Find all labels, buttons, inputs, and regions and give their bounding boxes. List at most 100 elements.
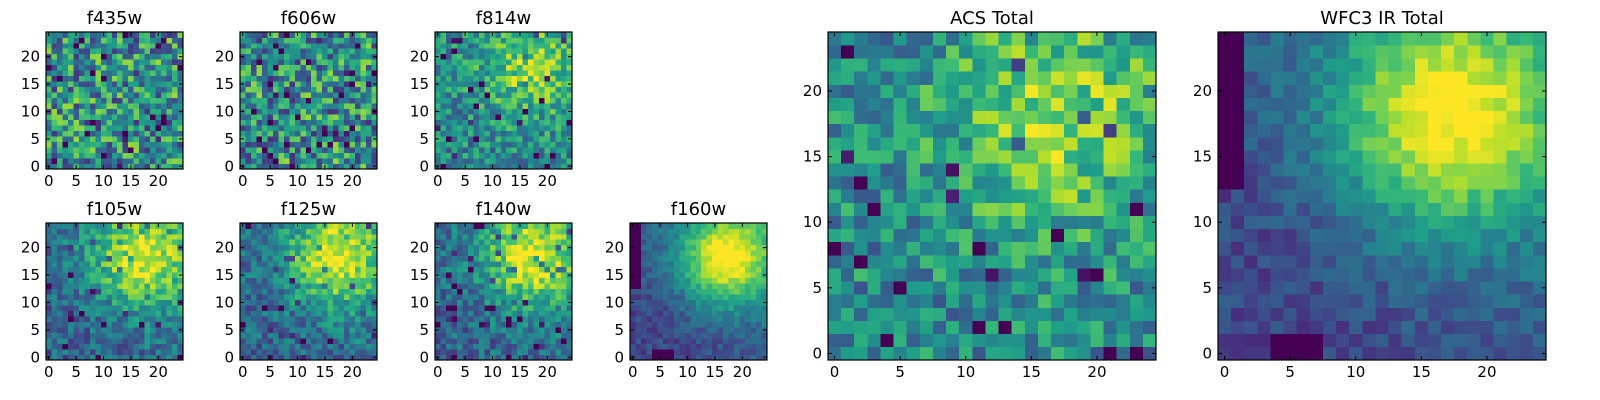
- heatmap-cell: [533, 130, 540, 137]
- heatmap-cell: [440, 59, 447, 66]
- heatmap-cell: [440, 239, 447, 246]
- heatmap-cell: [478, 244, 485, 251]
- heatmap-cell: [728, 261, 735, 268]
- heatmap-cell: [544, 343, 551, 350]
- heatmap-cell: [1116, 294, 1131, 308]
- heatmap-cell: [256, 136, 263, 142]
- heatmap-cell: [84, 266, 91, 273]
- heatmap-cell: [668, 250, 675, 257]
- heatmap-cell: [111, 327, 118, 333]
- heatmap-cell: [78, 64, 85, 71]
- heatmap-cell: [322, 310, 328, 317]
- heatmap-cell: [366, 316, 372, 322]
- heatmap-cell: [139, 294, 145, 301]
- heatmap-cell: [657, 255, 664, 262]
- heatmap-cell: [327, 316, 334, 322]
- heatmap-cell: [256, 141, 263, 148]
- heatmap-cell: [67, 354, 74, 361]
- heatmap-cell: [566, 239, 573, 246]
- heatmap-cell: [366, 272, 372, 279]
- heatmap-cell: [456, 332, 463, 339]
- heatmap-cell: [371, 316, 378, 322]
- heatmap-cell: [728, 255, 735, 262]
- heatmap-cell: [155, 261, 162, 268]
- heatmap-cell: [484, 163, 491, 170]
- heatmap-cell: [100, 283, 107, 290]
- heatmap-cell: [511, 272, 518, 279]
- heatmap-cell: [95, 103, 102, 110]
- heatmap-cell: [462, 250, 469, 257]
- heatmap-cell: [517, 272, 523, 279]
- heatmap-cell: [679, 283, 686, 290]
- heatmap-cell: [1116, 189, 1131, 203]
- heatmap-cell: [272, 53, 279, 60]
- heatmap-cell: [100, 343, 107, 350]
- heatmap-cell: [100, 239, 107, 246]
- heatmap-cell: [506, 310, 513, 317]
- heatmap-cell: [150, 37, 156, 44]
- heatmap-cell: [316, 114, 323, 120]
- heatmap-cell: [522, 158, 529, 164]
- heatmap-cell: [495, 283, 502, 290]
- heatmap-cell: [456, 310, 463, 317]
- heatmap-cell: [451, 272, 458, 279]
- heatmap-cell: [272, 59, 279, 66]
- heatmap-cell: [100, 305, 107, 311]
- heatmap-cell: [528, 125, 534, 131]
- heatmap-cell: [122, 158, 129, 164]
- heatmap-cell: [517, 321, 523, 328]
- heatmap-cell: [1064, 333, 1078, 348]
- heatmap-cell: [111, 354, 118, 361]
- heatmap-cell: [451, 266, 458, 273]
- heatmap-cell: [327, 255, 334, 262]
- heatmap-cell: [294, 114, 301, 120]
- heatmap-cell: [278, 141, 285, 148]
- heatmap-cell: [294, 42, 301, 49]
- x-tick-label: 0: [628, 363, 638, 381]
- heatmap-cell: [854, 307, 868, 321]
- heatmap-cell: [62, 327, 69, 333]
- heatmap-cell: [646, 321, 653, 328]
- heatmap-cell: [51, 32, 58, 38]
- heatmap-cell: [95, 250, 102, 257]
- heatmap-cell: [294, 321, 301, 328]
- heatmap-cell: [456, 261, 463, 268]
- heatmap-cell: [544, 152, 551, 159]
- heatmap-cell: [289, 310, 296, 317]
- heatmap-cell: [893, 320, 908, 335]
- heatmap-cell: [745, 310, 751, 317]
- heatmap-cell: [366, 349, 372, 355]
- heatmap-cell: [56, 92, 63, 99]
- heatmap-cell: [728, 228, 735, 235]
- heatmap-cell: [133, 299, 140, 306]
- heatmap-cell: [739, 294, 746, 301]
- heatmap-cell: [522, 272, 529, 279]
- heatmap-cell: [550, 136, 556, 142]
- heatmap-cell: [278, 261, 285, 268]
- heatmap-cell: [46, 316, 52, 322]
- heatmap-cell: [739, 244, 746, 251]
- heatmap-cell: [456, 163, 463, 170]
- heatmap-cell: [651, 228, 658, 235]
- heatmap-cell: [155, 343, 162, 350]
- heatmap-cell: [1024, 268, 1039, 282]
- heatmap-cell: [456, 272, 463, 279]
- heatmap-cell: [133, 283, 140, 290]
- heatmap-cell: [122, 108, 129, 115]
- heatmap-cell: [128, 277, 134, 284]
- heatmap-cell: [289, 70, 296, 77]
- heatmap-cell: [344, 338, 350, 344]
- heatmap-cell: [522, 152, 529, 159]
- heatmap-cell: [435, 147, 441, 153]
- heatmap-cell: [333, 272, 339, 279]
- heatmap-cell: [73, 255, 80, 262]
- heatmap-cell: [478, 81, 485, 88]
- heatmap-cell: [467, 125, 474, 131]
- heatmap-cell: [333, 136, 339, 142]
- heatmap-cell: [256, 261, 263, 268]
- heatmap-cell: [555, 305, 562, 311]
- heatmap-cell: [349, 294, 356, 301]
- heatmap-cell: [278, 244, 285, 251]
- heatmap-cell: [750, 244, 757, 251]
- heatmap-cell: [544, 125, 551, 131]
